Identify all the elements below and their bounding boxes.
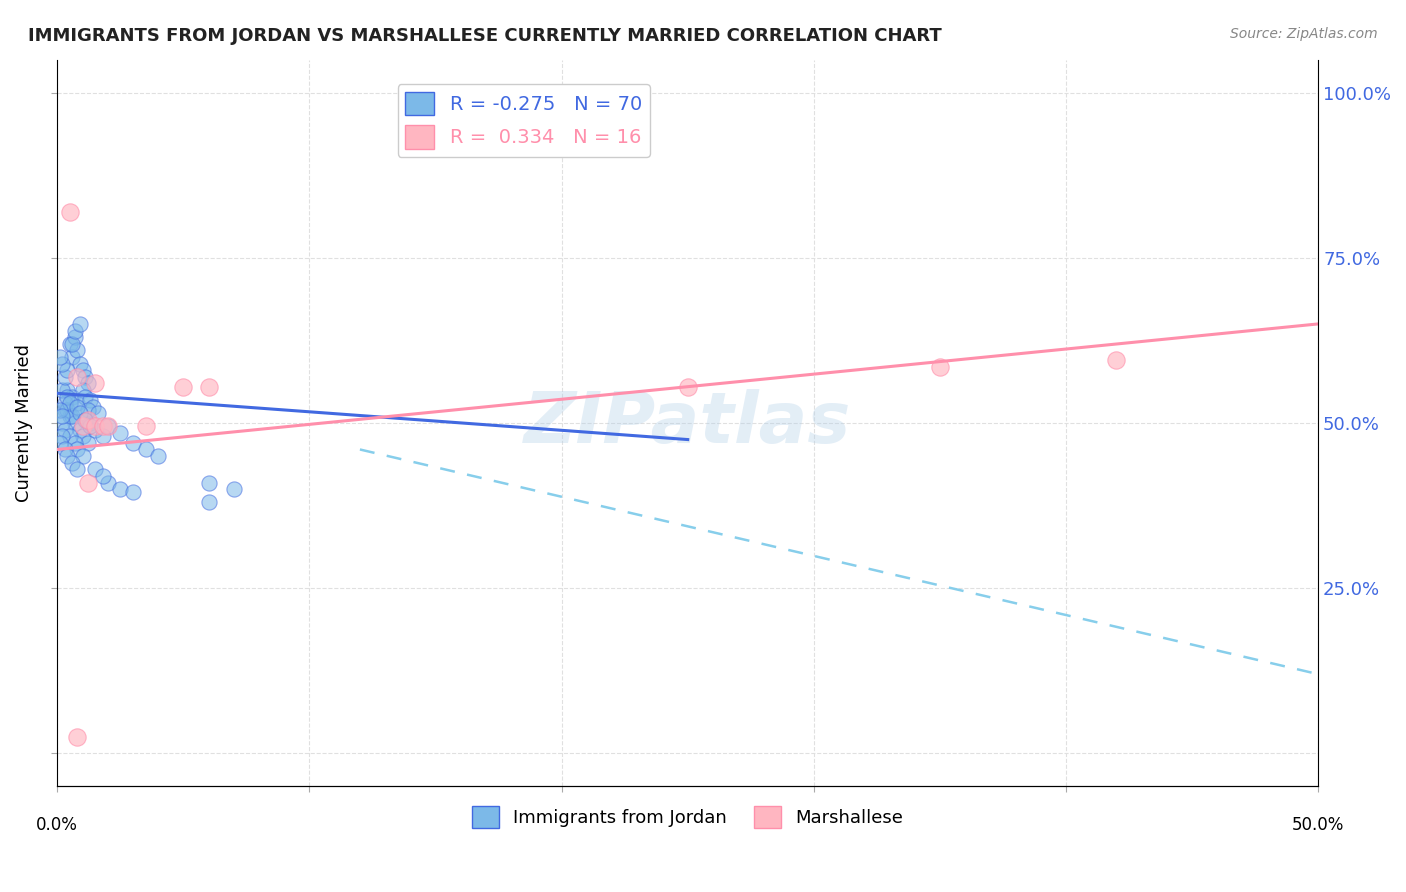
- Point: [72, 429, 94, 443]
- Text: 0.0%: 0.0%: [37, 815, 79, 833]
- Point: [66, 369, 89, 384]
- Point: [63, 330, 86, 344]
- Point: [51, 383, 73, 397]
- Point: [51, 357, 73, 371]
- Point: [82, 400, 104, 414]
- Point: [49, 435, 72, 450]
- Point: [197, 475, 219, 490]
- Point: [53, 442, 76, 457]
- Point: [97, 419, 120, 434]
- Point: [73, 369, 96, 384]
- Point: [62, 456, 84, 470]
- Point: [91, 469, 114, 483]
- Point: [84, 419, 107, 434]
- Text: 50.0%: 50.0%: [1292, 815, 1344, 833]
- Point: [135, 419, 157, 434]
- Point: [49, 350, 72, 364]
- Point: [197, 495, 219, 509]
- Point: [63, 324, 86, 338]
- Y-axis label: Currently Married: Currently Married: [15, 344, 32, 502]
- Point: [66, 343, 89, 358]
- Point: [66, 396, 89, 410]
- Point: [122, 485, 145, 500]
- Point: [53, 402, 76, 417]
- Point: [59, 396, 82, 410]
- Point: [135, 442, 157, 457]
- Point: [1105, 353, 1128, 368]
- Point: [676, 380, 699, 394]
- Point: [86, 406, 108, 420]
- Point: [53, 396, 76, 410]
- Point: [122, 435, 145, 450]
- Point: [63, 435, 86, 450]
- Point: [76, 402, 98, 417]
- Point: [76, 435, 98, 450]
- Point: [51, 409, 73, 424]
- Point: [72, 419, 94, 434]
- Point: [97, 475, 120, 490]
- Point: [73, 413, 96, 427]
- Point: [79, 419, 101, 434]
- Point: [53, 369, 76, 384]
- Point: [73, 390, 96, 404]
- Text: IMMIGRANTS FROM JORDAN VS MARSHALLESE CURRENTLY MARRIED CORRELATION CHART: IMMIGRANTS FROM JORDAN VS MARSHALLESE CU…: [28, 27, 942, 45]
- Point: [84, 423, 107, 437]
- Point: [59, 204, 82, 219]
- Legend: Immigrants from Jordan, Marshallese: Immigrants from Jordan, Marshallese: [464, 799, 911, 836]
- Point: [59, 429, 82, 443]
- Text: ZIPatlas: ZIPatlas: [524, 389, 852, 458]
- Point: [79, 416, 101, 430]
- Point: [51, 416, 73, 430]
- Point: [56, 402, 79, 417]
- Point: [56, 383, 79, 397]
- Point: [84, 376, 107, 391]
- Point: [928, 359, 950, 374]
- Point: [91, 429, 114, 443]
- Point: [72, 363, 94, 377]
- Point: [172, 380, 194, 394]
- Point: [66, 442, 89, 457]
- Text: Source: ZipAtlas.com: Source: ZipAtlas.com: [1230, 27, 1378, 41]
- Point: [76, 475, 98, 490]
- Point: [49, 402, 72, 417]
- Point: [62, 336, 84, 351]
- Point: [59, 409, 82, 424]
- Point: [79, 392, 101, 407]
- Point: [76, 413, 98, 427]
- Point: [72, 383, 94, 397]
- Point: [56, 363, 79, 377]
- Point: [63, 416, 86, 430]
- Point: [66, 730, 89, 744]
- Point: [110, 425, 132, 440]
- Point: [72, 449, 94, 463]
- Point: [66, 400, 89, 414]
- Point: [56, 390, 79, 404]
- Point: [97, 419, 120, 434]
- Point: [56, 449, 79, 463]
- Point: [53, 423, 76, 437]
- Point: [110, 482, 132, 496]
- Point: [76, 376, 98, 391]
- Point: [66, 462, 89, 476]
- Point: [222, 482, 245, 496]
- Point: [69, 357, 91, 371]
- Point: [51, 429, 73, 443]
- Point: [62, 390, 84, 404]
- Point: [62, 350, 84, 364]
- Point: [62, 409, 84, 424]
- Point: [91, 419, 114, 434]
- Point: [69, 317, 91, 331]
- Point: [146, 449, 169, 463]
- Point: [197, 380, 219, 394]
- Point: [69, 406, 91, 420]
- Point: [69, 423, 91, 437]
- Point: [59, 336, 82, 351]
- Point: [84, 462, 107, 476]
